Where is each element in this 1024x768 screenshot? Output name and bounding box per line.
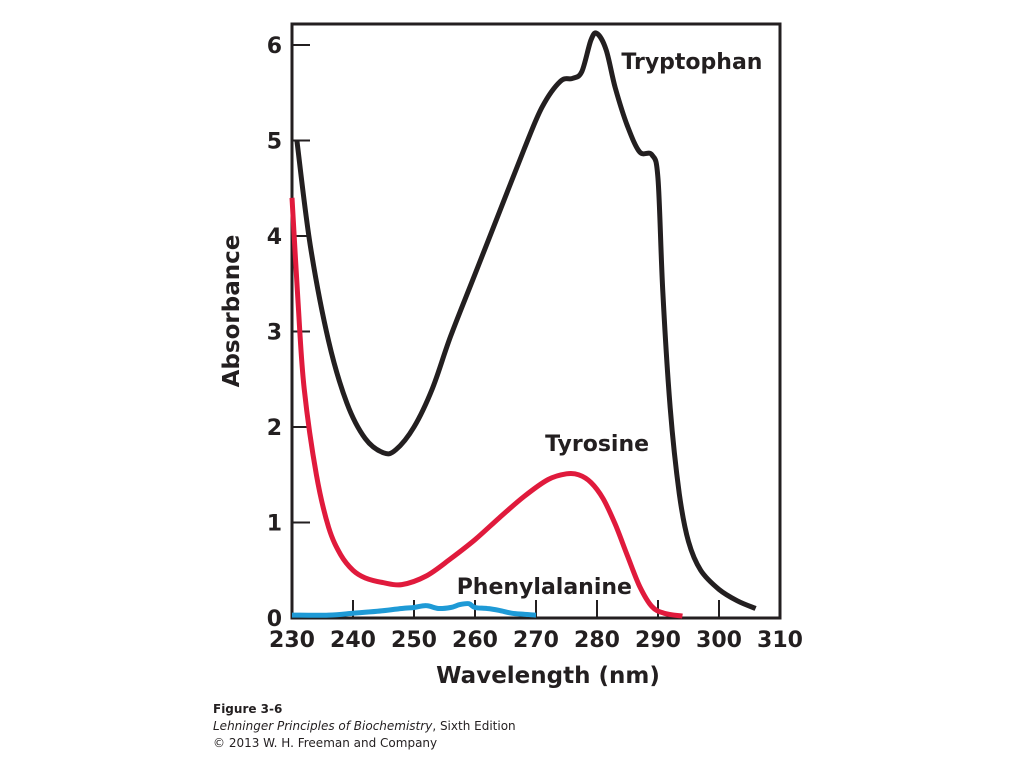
series-layer: [289, 30, 757, 619]
tyrosine-curve: [289, 197, 683, 619]
tyrosine-label: Tyrosine: [545, 432, 649, 457]
x-tick-label: 250: [391, 628, 437, 653]
figure-number: Figure 3-6: [213, 702, 283, 716]
x-tick-label: 230: [269, 628, 315, 653]
series-label-layer: Tryptophan Tyrosine Phenylalanine: [457, 50, 763, 600]
y-axis-title: Absorbance: [219, 235, 245, 388]
plot-frame: [290, 22, 782, 620]
phenylalanine-curve: [291, 601, 537, 618]
y-tick-label: 2: [267, 416, 282, 441]
y-tick-label: 5: [267, 130, 282, 155]
book-edition: , Sixth Edition: [432, 719, 516, 733]
x-tick-label: 290: [635, 628, 681, 653]
x-axis-ticks: 230 240 250 260 270 280 290 300 310: [269, 600, 803, 653]
tryptophan-curve: [294, 30, 757, 611]
book-title: Lehninger Principles of Biochemistry: [213, 719, 433, 733]
y-tick-label: 4: [267, 225, 282, 250]
y-tick-label: 1: [267, 512, 282, 537]
x-axis-title: Wavelength (nm): [436, 663, 660, 689]
book-citation: Lehninger Principles of Biochemistry, Si…: [213, 718, 516, 735]
copyright-line: © 2013 W. H. Freeman and Company: [213, 736, 438, 750]
phenylalanine-label: Phenylalanine: [457, 575, 632, 600]
x-tick-label: 280: [574, 628, 620, 653]
x-tick-label: 310: [757, 628, 803, 653]
x-tick-label: 300: [696, 628, 742, 653]
x-tick-label: 270: [513, 628, 559, 653]
x-tick-label: 240: [330, 628, 376, 653]
y-axis-ticks: 0 1 2 3 4 5 6: [267, 34, 310, 632]
y-tick-label: 6: [267, 34, 282, 59]
x-tick-label: 260: [452, 628, 498, 653]
y-tick-label: 0: [267, 607, 282, 632]
y-tick-label: 3: [267, 321, 282, 346]
tryptophan-label: Tryptophan: [621, 50, 762, 75]
